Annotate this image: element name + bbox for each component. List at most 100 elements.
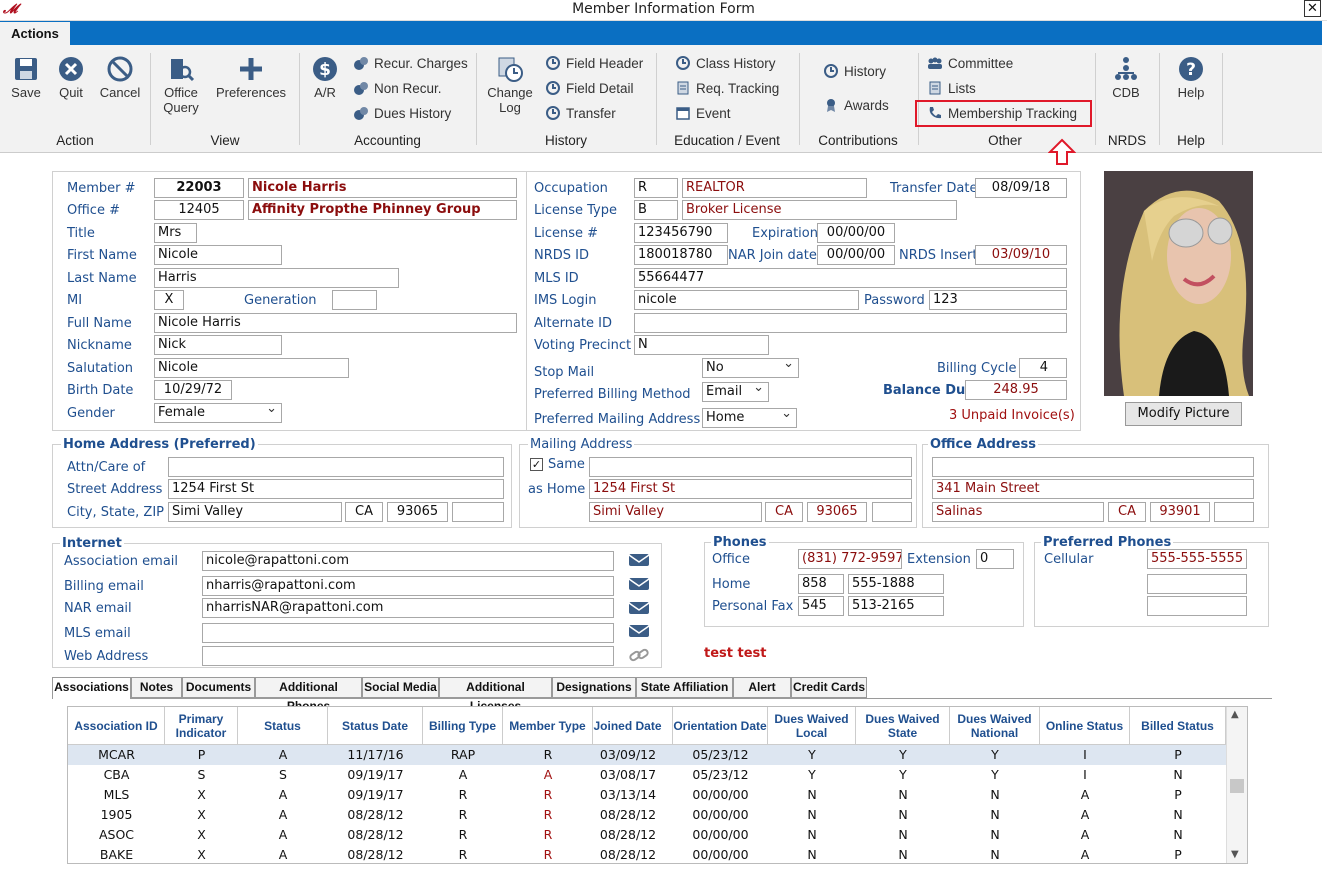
grid-header-dues-waived-local[interactable]: Dues Waived Local	[768, 707, 856, 745]
field-header-button[interactable]: Field Header	[545, 55, 643, 71]
link-icon[interactable]	[628, 647, 650, 663]
fax-area-field[interactable]: 545	[798, 596, 844, 616]
lists-button[interactable]: Lists	[927, 80, 976, 96]
table-row[interactable]: 1905 X A 08/28/12 R R 08/28/12 00/00/00 N N N A N	[68, 805, 1226, 825]
tab-actions[interactable]: Actions	[0, 22, 70, 45]
email-icon[interactable]	[628, 600, 650, 616]
same-as-home-checkbox[interactable]: ✓	[530, 458, 543, 471]
scroll-up-icon[interactable]: ▲	[1231, 709, 1239, 720]
preferences-button[interactable]: Preferences	[210, 55, 292, 100]
tab-state-affiliation[interactable]: State Affiliation	[636, 677, 733, 698]
table-row[interactable]: ASOC X A 08/28/12 R R 08/28/12 00/00/00 N N N A N	[68, 825, 1226, 845]
close-icon[interactable]: ✕	[1304, 0, 1321, 17]
non-recur-button[interactable]: Non Recur.	[353, 80, 442, 96]
title-field[interactable]: Mrs	[154, 223, 197, 243]
membership-tracking-button[interactable]: Membership Tracking	[915, 100, 1092, 127]
mailing-line1-field[interactable]	[589, 457, 912, 477]
mi-field[interactable]: X	[154, 290, 184, 310]
mailing-zip-field[interactable]: 93065	[807, 502, 867, 522]
save-button[interactable]: Save	[6, 55, 46, 100]
transfer-date-field[interactable]: 08/09/18	[975, 178, 1067, 198]
alternate-id-field[interactable]	[634, 313, 1067, 333]
modify-picture-button[interactable]: Modify Picture	[1125, 402, 1242, 426]
gender-select[interactable]: Female	[154, 403, 282, 423]
voting-field[interactable]: N	[634, 335, 769, 355]
member-no-field[interactable]: 22003	[154, 178, 244, 198]
table-row[interactable]: MCAR P A 11/17/16 RAP R 03/09/12 05/23/12 Y Y Y I P	[68, 745, 1226, 765]
recur-charges-button[interactable]: Recur. Charges	[353, 55, 468, 71]
extension-field[interactable]: 0	[976, 549, 1014, 569]
grid-header-member-type[interactable]: Member Type	[503, 707, 593, 745]
password-field[interactable]: 123	[929, 290, 1067, 310]
nrds-id-field[interactable]: 180018780	[634, 245, 728, 265]
scroll-down-icon[interactable]: ▼	[1231, 849, 1239, 860]
full-name-field[interactable]: Nicole Harris	[154, 313, 517, 333]
home-area-field[interactable]: 858	[798, 574, 844, 594]
stop-mail-select[interactable]: No	[702, 358, 799, 378]
grid-header-orientation-date[interactable]: Orientation Date	[673, 707, 768, 745]
license-type-field[interactable]: Broker License	[682, 200, 957, 220]
tab-associations[interactable]: Associations	[52, 677, 131, 699]
cancel-button[interactable]: Cancel	[96, 55, 144, 100]
dues-history-button[interactable]: Dues History	[353, 105, 451, 121]
office-no-field[interactable]: 12405	[154, 200, 244, 220]
home-state-field[interactable]: CA	[345, 502, 383, 522]
table-row[interactable]: BAKE X A 08/28/12 R R 08/28/12 00/00/00 N N N A P	[68, 845, 1226, 865]
grid-header-billing-type[interactable]: Billing Type	[423, 707, 503, 745]
grid-header-billed-status[interactable]: Billed Status	[1130, 707, 1226, 745]
grid-header-joined-date[interactable]: Joined Date	[583, 707, 673, 745]
help-button[interactable]: ? Help	[1172, 55, 1210, 100]
member-name-field[interactable]: Nicole Harris	[248, 178, 517, 198]
home-zip4-field[interactable]	[452, 502, 504, 522]
email-icon[interactable]	[628, 552, 650, 568]
balance-due-field[interactable]: 248.95	[965, 380, 1067, 400]
birth-date-field[interactable]: 10/29/72	[154, 380, 232, 400]
office-name-field[interactable]: Affinity Propthe Phinney Group	[248, 200, 517, 220]
quit-button[interactable]: Quit	[52, 55, 90, 100]
tab-social-media[interactable]: Social Media	[362, 677, 439, 698]
mailing-zip4-field[interactable]	[872, 502, 912, 522]
mailing-address-pref-select[interactable]: Home	[702, 408, 797, 428]
billing-method-select[interactable]: Email	[702, 382, 769, 402]
fax-field[interactable]: 513-2165	[848, 596, 944, 616]
cellular-field[interactable]: 555-555-5555	[1147, 549, 1247, 569]
mailing-city-field[interactable]: Simi Valley	[589, 502, 762, 522]
change-log-button[interactable]: Change Log	[484, 55, 536, 115]
tab-additional-licenses[interactable]: Additional Licenses	[439, 677, 552, 713]
email-icon[interactable]	[628, 623, 650, 639]
grid-header-status-date[interactable]: Status Date	[328, 707, 423, 745]
field-detail-button[interactable]: Field Detail	[545, 80, 634, 96]
class-history-button[interactable]: Class History	[675, 55, 776, 71]
home-zip-field[interactable]: 93065	[387, 502, 448, 522]
tab-alert[interactable]: Alert	[733, 677, 791, 698]
occupation-field[interactable]: REALTOR	[682, 178, 867, 198]
grid-scrollbar[interactable]: ▲ ▼	[1226, 707, 1247, 863]
preferred-phone-2-field[interactable]	[1147, 574, 1247, 594]
mls-email-field[interactable]	[202, 623, 614, 643]
table-row[interactable]: MLS X A 09/19/17 R R 03/13/14 00/00/00 N N N A P	[68, 785, 1226, 805]
ar-button[interactable]: $ A/R	[309, 55, 341, 100]
nickname-field[interactable]: Nick	[154, 335, 282, 355]
salutation-field[interactable]: Nicole	[154, 358, 349, 378]
license-no-field[interactable]: 123456790	[634, 223, 728, 243]
grid-header-online-status[interactable]: Online Status	[1040, 707, 1130, 745]
nar-join-field[interactable]: 00/00/00	[817, 245, 895, 265]
tab-designations[interactable]: Designations	[552, 677, 636, 698]
transfer-button[interactable]: Transfer	[545, 105, 616, 121]
table-row[interactable]: CBA S S 09/19/17 A A 03/08/17 05/23/12 Y Y Y I N	[68, 765, 1226, 785]
generation-field[interactable]	[332, 290, 377, 310]
nar-email-field[interactable]: nharrisNAR@rapattoni.com	[202, 598, 614, 618]
association-email-field[interactable]: nicole@rapattoni.com	[202, 551, 614, 571]
grid-header-association-id[interactable]: Association ID	[68, 707, 165, 745]
office-phone-field[interactable]: (831) 772-9597	[798, 549, 902, 569]
expiration-field[interactable]: 00/00/00	[817, 223, 895, 243]
grid-header-dues-waived-state[interactable]: Dues Waived State	[856, 707, 950, 745]
grid-header-status[interactable]: Status	[238, 707, 328, 745]
tab-notes[interactable]: Notes	[131, 677, 182, 698]
cdb-button[interactable]: CDB	[1108, 55, 1144, 100]
occupation-code-field[interactable]: R	[634, 178, 678, 198]
first-name-field[interactable]: Nicole	[154, 245, 282, 265]
email-icon[interactable]	[628, 576, 650, 592]
home-street-field[interactable]: 1254 First St	[168, 479, 504, 499]
mailing-state-field[interactable]: CA	[765, 502, 803, 522]
